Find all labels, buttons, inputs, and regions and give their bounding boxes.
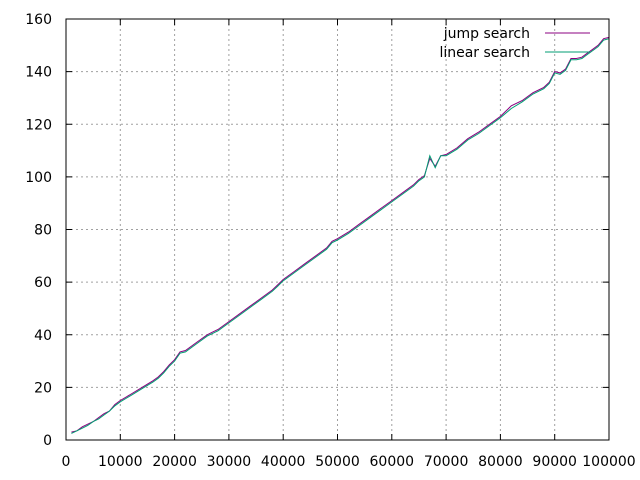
- x-tick-label: 100000: [582, 454, 635, 470]
- legend: jump search linear search: [439, 26, 590, 61]
- legend-label: linear search: [439, 45, 530, 61]
- tick-labels: 0 10000 20000 30000 40000 50000 60000 70000 8000…: [25, 12, 635, 470]
- series-line-linear-search: [71, 38, 610, 434]
- y-tick-label: 20: [34, 380, 52, 396]
- plot-frame: [65, 18, 610, 441]
- series-lines: [71, 36, 610, 434]
- y-tick-label: 40: [34, 328, 52, 344]
- y-tick-label: 0: [43, 433, 52, 449]
- x-tick-label: 0: [62, 454, 71, 470]
- legend-label: jump search: [443, 26, 530, 42]
- y-tick-label: 60: [34, 275, 52, 291]
- x-tick-label: 90000: [532, 454, 577, 470]
- y-tick-label: 80: [34, 223, 52, 239]
- x-tick-label: 80000: [478, 454, 523, 470]
- x-tick-label: 30000: [207, 454, 252, 470]
- x-tick-label: 70000: [424, 454, 469, 470]
- grid-lines: [66, 19, 609, 440]
- x-tick-label: 50000: [315, 454, 360, 470]
- series-line-jump-search: [71, 36, 610, 433]
- x-tick-label: 60000: [370, 454, 415, 470]
- x-tick-label: 20000: [152, 454, 197, 470]
- x-tick-label: 40000: [261, 454, 306, 470]
- y-tick-label: 100: [25, 170, 52, 186]
- y-tick-label: 140: [25, 65, 52, 81]
- y-tick-label: 120: [25, 117, 52, 133]
- y-tick-label: 160: [25, 12, 52, 28]
- x-tick-label: 10000: [98, 454, 143, 470]
